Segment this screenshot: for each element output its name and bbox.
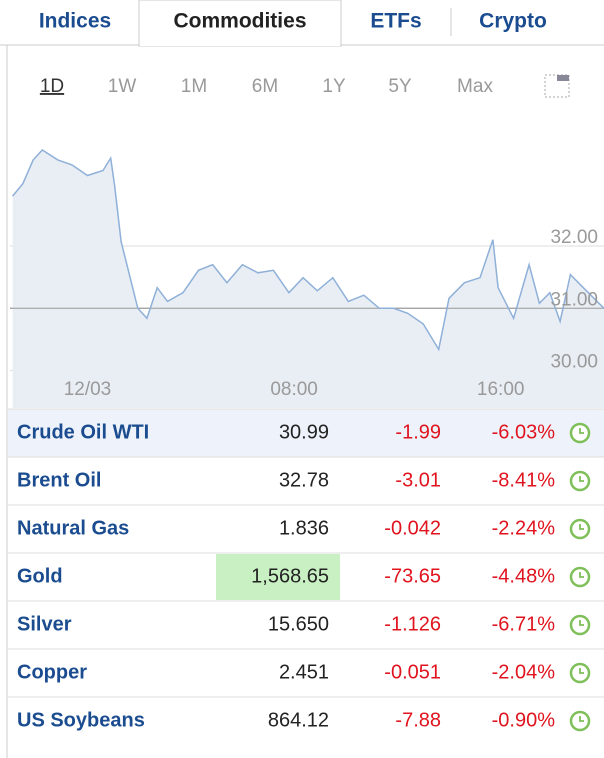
- clock-hands: [579, 572, 584, 578]
- last-price: 864.12: [268, 709, 329, 731]
- active-tab: [138, 0, 342, 47]
- period[interactable]: 1M: [181, 76, 207, 97]
- period[interactable]: Max: [457, 76, 493, 97]
- price-highlight: [216, 554, 340, 600]
- instrument-name[interactable]: Crude Oil WTI: [17, 421, 149, 443]
- period[interactable]: 1D: [40, 76, 64, 97]
- period[interactable]: 6M: [252, 76, 278, 97]
- x-tick-label: 08:00: [270, 379, 318, 400]
- change-percent: -2.24%: [492, 517, 556, 539]
- clock-hands: [579, 716, 584, 722]
- change: -73.65: [384, 565, 441, 587]
- instrument-name[interactable]: Silver: [17, 613, 72, 635]
- row-highlight: [8, 409, 604, 457]
- period[interactable]: 1Y: [322, 76, 346, 97]
- change: -3.01: [395, 469, 441, 491]
- change: -1.126: [384, 613, 441, 635]
- instrument-name[interactable]: Brent Oil: [17, 469, 101, 491]
- change-percent: -0.90%: [492, 709, 556, 731]
- clock-hands: [579, 476, 584, 482]
- instrument-name[interactable]: Natural Gas: [17, 517, 129, 539]
- clock-hands: [579, 620, 584, 626]
- change-percent: -2.04%: [492, 661, 556, 683]
- change-percent: -6.71%: [492, 613, 556, 635]
- tab[interactable]: ETFs: [370, 10, 421, 33]
- last-price: 1,568.65: [251, 565, 329, 587]
- tab[interactable]: Commodities: [173, 10, 306, 33]
- clock-hands: [579, 668, 584, 674]
- clock-hands: [579, 524, 584, 530]
- instrument-name[interactable]: Gold: [17, 565, 63, 587]
- tab[interactable]: Crypto: [479, 10, 547, 33]
- last-price: 32.78: [279, 469, 329, 491]
- y-tick-label: 30.00: [550, 352, 598, 373]
- x-tick-label: 12/03: [64, 379, 112, 400]
- clock-hands: [579, 428, 584, 434]
- last-price: 30.99: [279, 421, 329, 443]
- last-price: 1.836: [279, 517, 329, 539]
- line: [12, 149, 604, 352]
- change-percent: -4.48%: [492, 565, 556, 587]
- period[interactable]: 1W: [108, 76, 137, 97]
- y-tick-label: 31.00: [550, 289, 598, 310]
- change-percent: -6.03%: [492, 421, 556, 443]
- last-price: 2.451: [279, 661, 329, 683]
- area: [12, 150, 604, 408]
- change: -7.88: [395, 709, 441, 731]
- change: -0.042: [384, 517, 441, 539]
- last-price: 15.650: [268, 613, 329, 635]
- instrument-name[interactable]: Copper: [17, 661, 87, 683]
- tab[interactable]: Indices: [39, 10, 111, 33]
- x-tick-label: 16:00: [477, 379, 525, 400]
- change: -1.99: [395, 421, 441, 443]
- period[interactable]: 5Y: [388, 76, 412, 97]
- chart-type-icon-fill: [557, 75, 569, 81]
- instrument-name[interactable]: US Soybeans: [17, 709, 145, 731]
- y-tick-label: 32.00: [550, 227, 598, 248]
- change: -0.051: [384, 661, 441, 683]
- change-percent: -8.41%: [492, 469, 556, 491]
